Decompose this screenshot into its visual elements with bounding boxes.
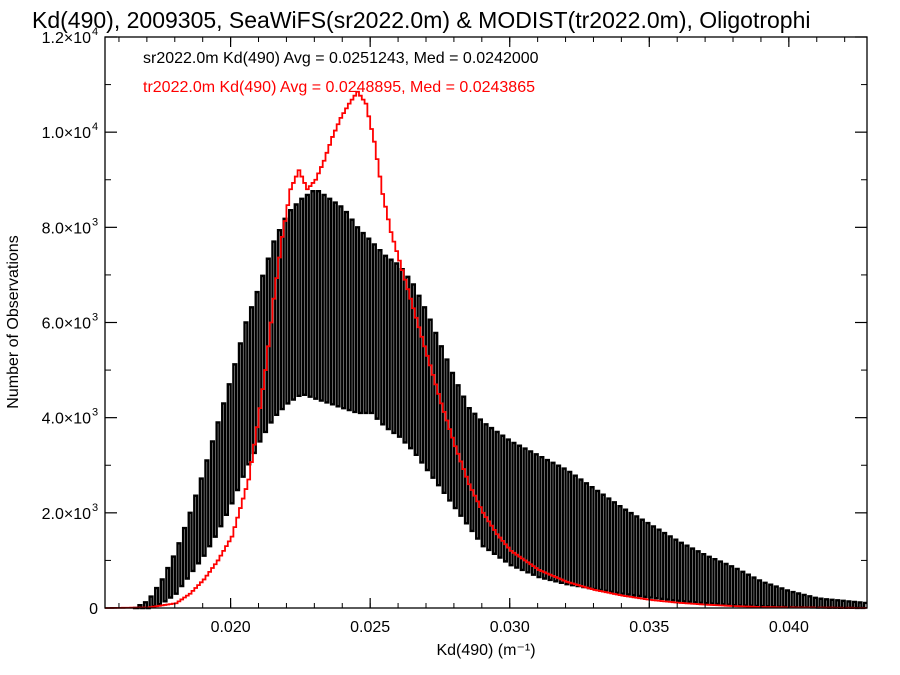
y-tick-label-exponent: 3 (92, 502, 98, 514)
y-tick-label-exponent: 3 (92, 407, 98, 419)
series-tr2022-step-line (105, 90, 867, 609)
x-tick-label: 0.020 (211, 619, 251, 636)
y-tick-label-exponent: 4 (92, 26, 98, 38)
chart-title: Kd(490), 2009305, SeaWiFS(sr2022.0m) & M… (32, 7, 811, 33)
y-axis: 02.0×10 34.0×10 36.0×10 38.0×10 31.0×10 41.2×… (42, 26, 867, 618)
legend-entry-sr2022: sr2022.0m Kd(490) Avg = 0.0251243, Med =… (143, 50, 539, 67)
y-tick-label: 4.0×10 (42, 411, 91, 428)
x-tick-label: 0.035 (629, 619, 669, 636)
y-tick-label-exponent: 4 (92, 121, 98, 133)
x-tick-label: 0.040 (769, 619, 809, 636)
y-tick-label: 1.2×10 (42, 30, 91, 47)
y-tick-label: 2.0×10 (42, 506, 91, 523)
legend-entry-tr2022: tr2022.0m Kd(490) Avg = 0.0248895, Med =… (143, 79, 535, 96)
y-tick-label: 6.0×10 (42, 316, 91, 333)
x-tick-label: 0.025 (350, 619, 390, 636)
x-axis: 0.020 0.025 0.030 0.035 0.040 (118, 37, 846, 636)
y-tick-label-exponent: 3 (92, 312, 98, 324)
y-tick-label: 8.0×10 (42, 220, 91, 237)
y-tick-label-exponent: 3 (92, 216, 98, 228)
x-axis-label: Kd(490) (m⁻¹) (436, 642, 535, 659)
y-tick-label: 0 (89, 601, 98, 618)
y-tick-label: 1.0×10 (42, 125, 91, 142)
x-tick-label: 0.030 (490, 619, 530, 636)
series-sr2022-histogram (132, 189, 867, 610)
y-axis-label: Number of Observations (5, 235, 22, 408)
series-layer (105, 90, 867, 610)
